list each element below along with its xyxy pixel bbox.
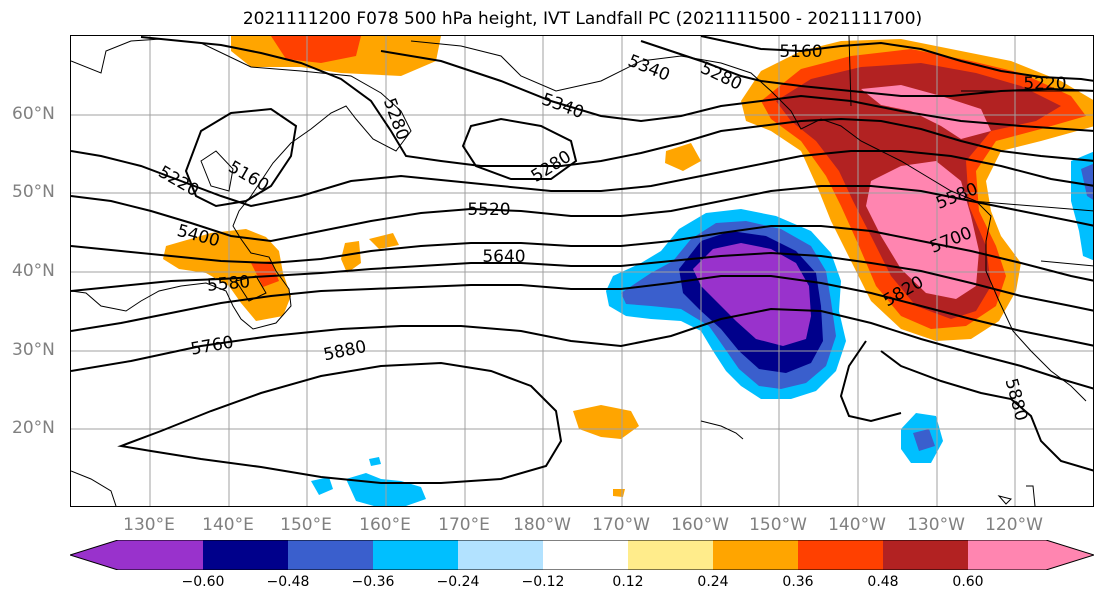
height-contours [71, 36, 1093, 484]
lon-label-170w: 170°W [592, 515, 650, 535]
lon-label-160w: 160°W [671, 515, 729, 535]
colorbar-tick: 0.36 [782, 574, 814, 590]
colorbar-tick: 0.12 [612, 574, 644, 590]
colorbar [70, 540, 1094, 570]
lat-label-60n: 60°N [12, 104, 55, 124]
colorbar-segment-high-extend [1046, 540, 1094, 570]
contour-label-5580-left: 5580 [206, 272, 251, 296]
colorbar-segment-low-extend [70, 540, 118, 570]
map-title: 2021111200 F078 500 hPa height, IVT Land… [242, 9, 923, 29]
colorbar-segment [968, 540, 1046, 570]
lon-label-160e: 160°E [359, 515, 411, 535]
colorbar-segment [798, 540, 883, 570]
contour-label-5160-top: 5160 [779, 42, 822, 62]
lon-label-140w: 140°W [828, 515, 886, 535]
contour-label-5880-mid: 5880 [322, 337, 368, 366]
colorbar-segment [118, 540, 203, 570]
contour-label-5280-top: 5280 [697, 58, 745, 94]
lon-label-130w: 130°W [907, 515, 965, 535]
colorbar-segment [203, 540, 288, 570]
contour-label-5760: 5760 [189, 332, 235, 359]
colorbar-segment [713, 540, 798, 570]
lon-label-180w: 180°W [513, 515, 571, 535]
lat-label-30n: 30°N [12, 340, 55, 360]
lat-label-20n: 20°N [12, 418, 55, 438]
contour-label-5280-mid: 5280 [528, 147, 575, 187]
contour-label-5220-right: 5220 [1023, 74, 1066, 94]
colorbar-tick: −0.24 [436, 574, 480, 590]
colorbar-tick: 0.24 [697, 574, 729, 590]
colorbar-tick: −0.60 [181, 574, 225, 590]
contour-label-5340-top: 5340 [625, 51, 673, 86]
lon-label-140e: 140°E [202, 515, 254, 535]
lon-label-130e: 130°E [123, 515, 175, 535]
colorbar-tick: −0.48 [266, 574, 310, 590]
colorbar-segment [373, 540, 458, 570]
map-panel: 5160 5220 5280 5340 5340 5280 5280 5220 … [70, 35, 1094, 507]
colorbar-tick: 0.48 [867, 574, 899, 590]
lat-label-40n: 40°N [12, 261, 55, 281]
lon-label-150w: 150°W [749, 515, 807, 535]
contour-label-5160-left: 5160 [225, 157, 272, 196]
contour-label-5640: 5640 [482, 247, 525, 267]
colorbar-segment [628, 540, 713, 570]
lon-label-150e: 150°E [280, 515, 332, 535]
contour-label-5340-mid: 5340 [539, 90, 586, 124]
colorbar-tick: −0.36 [351, 574, 395, 590]
contour-label-5880-right: 5880 [1001, 376, 1032, 423]
colorbar-segment [458, 540, 543, 570]
colorbar-tick: −0.12 [521, 574, 565, 590]
lon-label-170e: 170°E [438, 515, 490, 535]
lat-label-50n: 50°N [12, 182, 55, 202]
colorbar-segment [288, 540, 373, 570]
coastlines [71, 36, 1093, 506]
contour-label-5520: 5520 [467, 200, 510, 220]
contour-label-5220-left: 5220 [155, 162, 202, 201]
colorbar-segment [883, 540, 968, 570]
lon-label-120w: 120°W [985, 515, 1043, 535]
colorbar-segment [543, 540, 628, 570]
colorbar-tick: 0.60 [952, 574, 984, 590]
